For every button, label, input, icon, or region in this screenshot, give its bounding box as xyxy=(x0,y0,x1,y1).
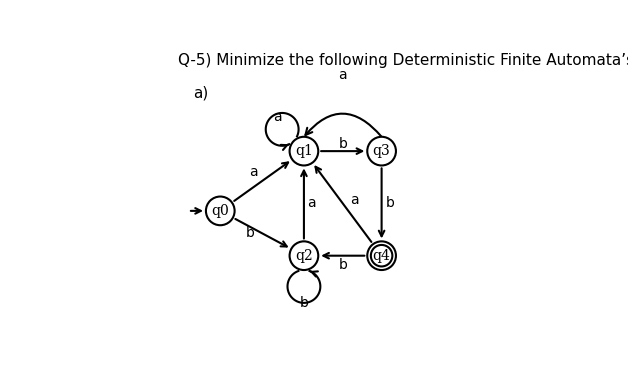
FancyArrowPatch shape xyxy=(305,114,382,137)
Text: a): a) xyxy=(193,85,208,100)
Text: a: a xyxy=(350,194,359,208)
Text: q1: q1 xyxy=(295,144,313,158)
Circle shape xyxy=(367,241,396,270)
Text: a: a xyxy=(307,196,316,210)
Circle shape xyxy=(290,241,318,270)
Text: q3: q3 xyxy=(373,144,391,158)
Text: q2: q2 xyxy=(295,249,313,263)
Text: a: a xyxy=(249,165,257,179)
Text: q0: q0 xyxy=(212,204,229,218)
Text: b: b xyxy=(246,226,254,240)
Circle shape xyxy=(206,197,235,225)
Text: a: a xyxy=(273,110,281,124)
Text: b: b xyxy=(300,296,308,310)
Text: a: a xyxy=(338,68,347,82)
Text: b: b xyxy=(338,137,347,151)
Text: q4: q4 xyxy=(372,249,391,263)
Text: b: b xyxy=(338,258,347,272)
Text: Q-5) Minimize the following Deterministic Finite Automata’s:: Q-5) Minimize the following Deterministi… xyxy=(178,52,628,68)
Circle shape xyxy=(367,137,396,165)
Circle shape xyxy=(290,137,318,165)
Text: b: b xyxy=(386,196,395,210)
